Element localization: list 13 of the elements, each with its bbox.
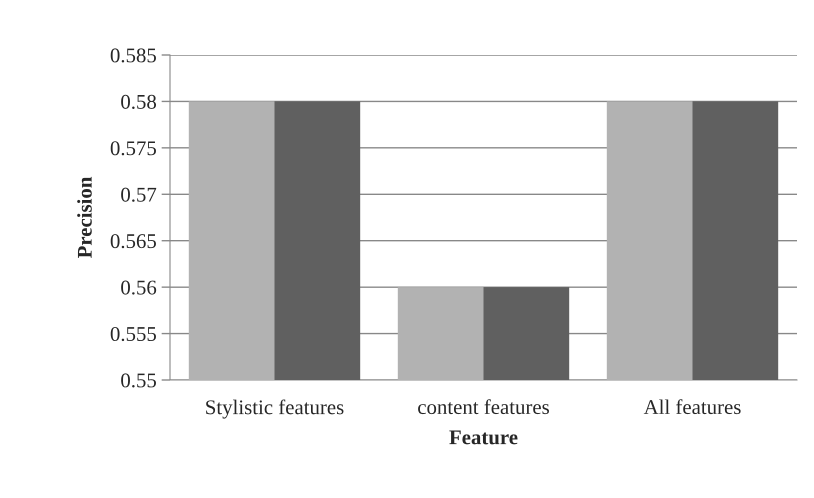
x-tick-label: All features [644,399,741,414]
y-axis-title: Precision [77,176,92,258]
y-tick-label: 0.555 [110,326,156,342]
y-tick-label: 0.56 [121,280,156,295]
y-tick-label: 0.575 [110,141,156,156]
y-tick-label: 0.58 [121,94,156,109]
y-tick-label: 0.57 [121,188,156,202]
y-tick-label: 0.585 [110,48,156,63]
x-tick-label: Stylistic features [206,399,344,419]
x-axis-title: Feature [449,430,518,444]
y-tick-label: 0.565 [110,234,156,248]
x-tick-label: content features [418,399,549,414]
y-tick-label: 0.55 [121,373,156,388]
